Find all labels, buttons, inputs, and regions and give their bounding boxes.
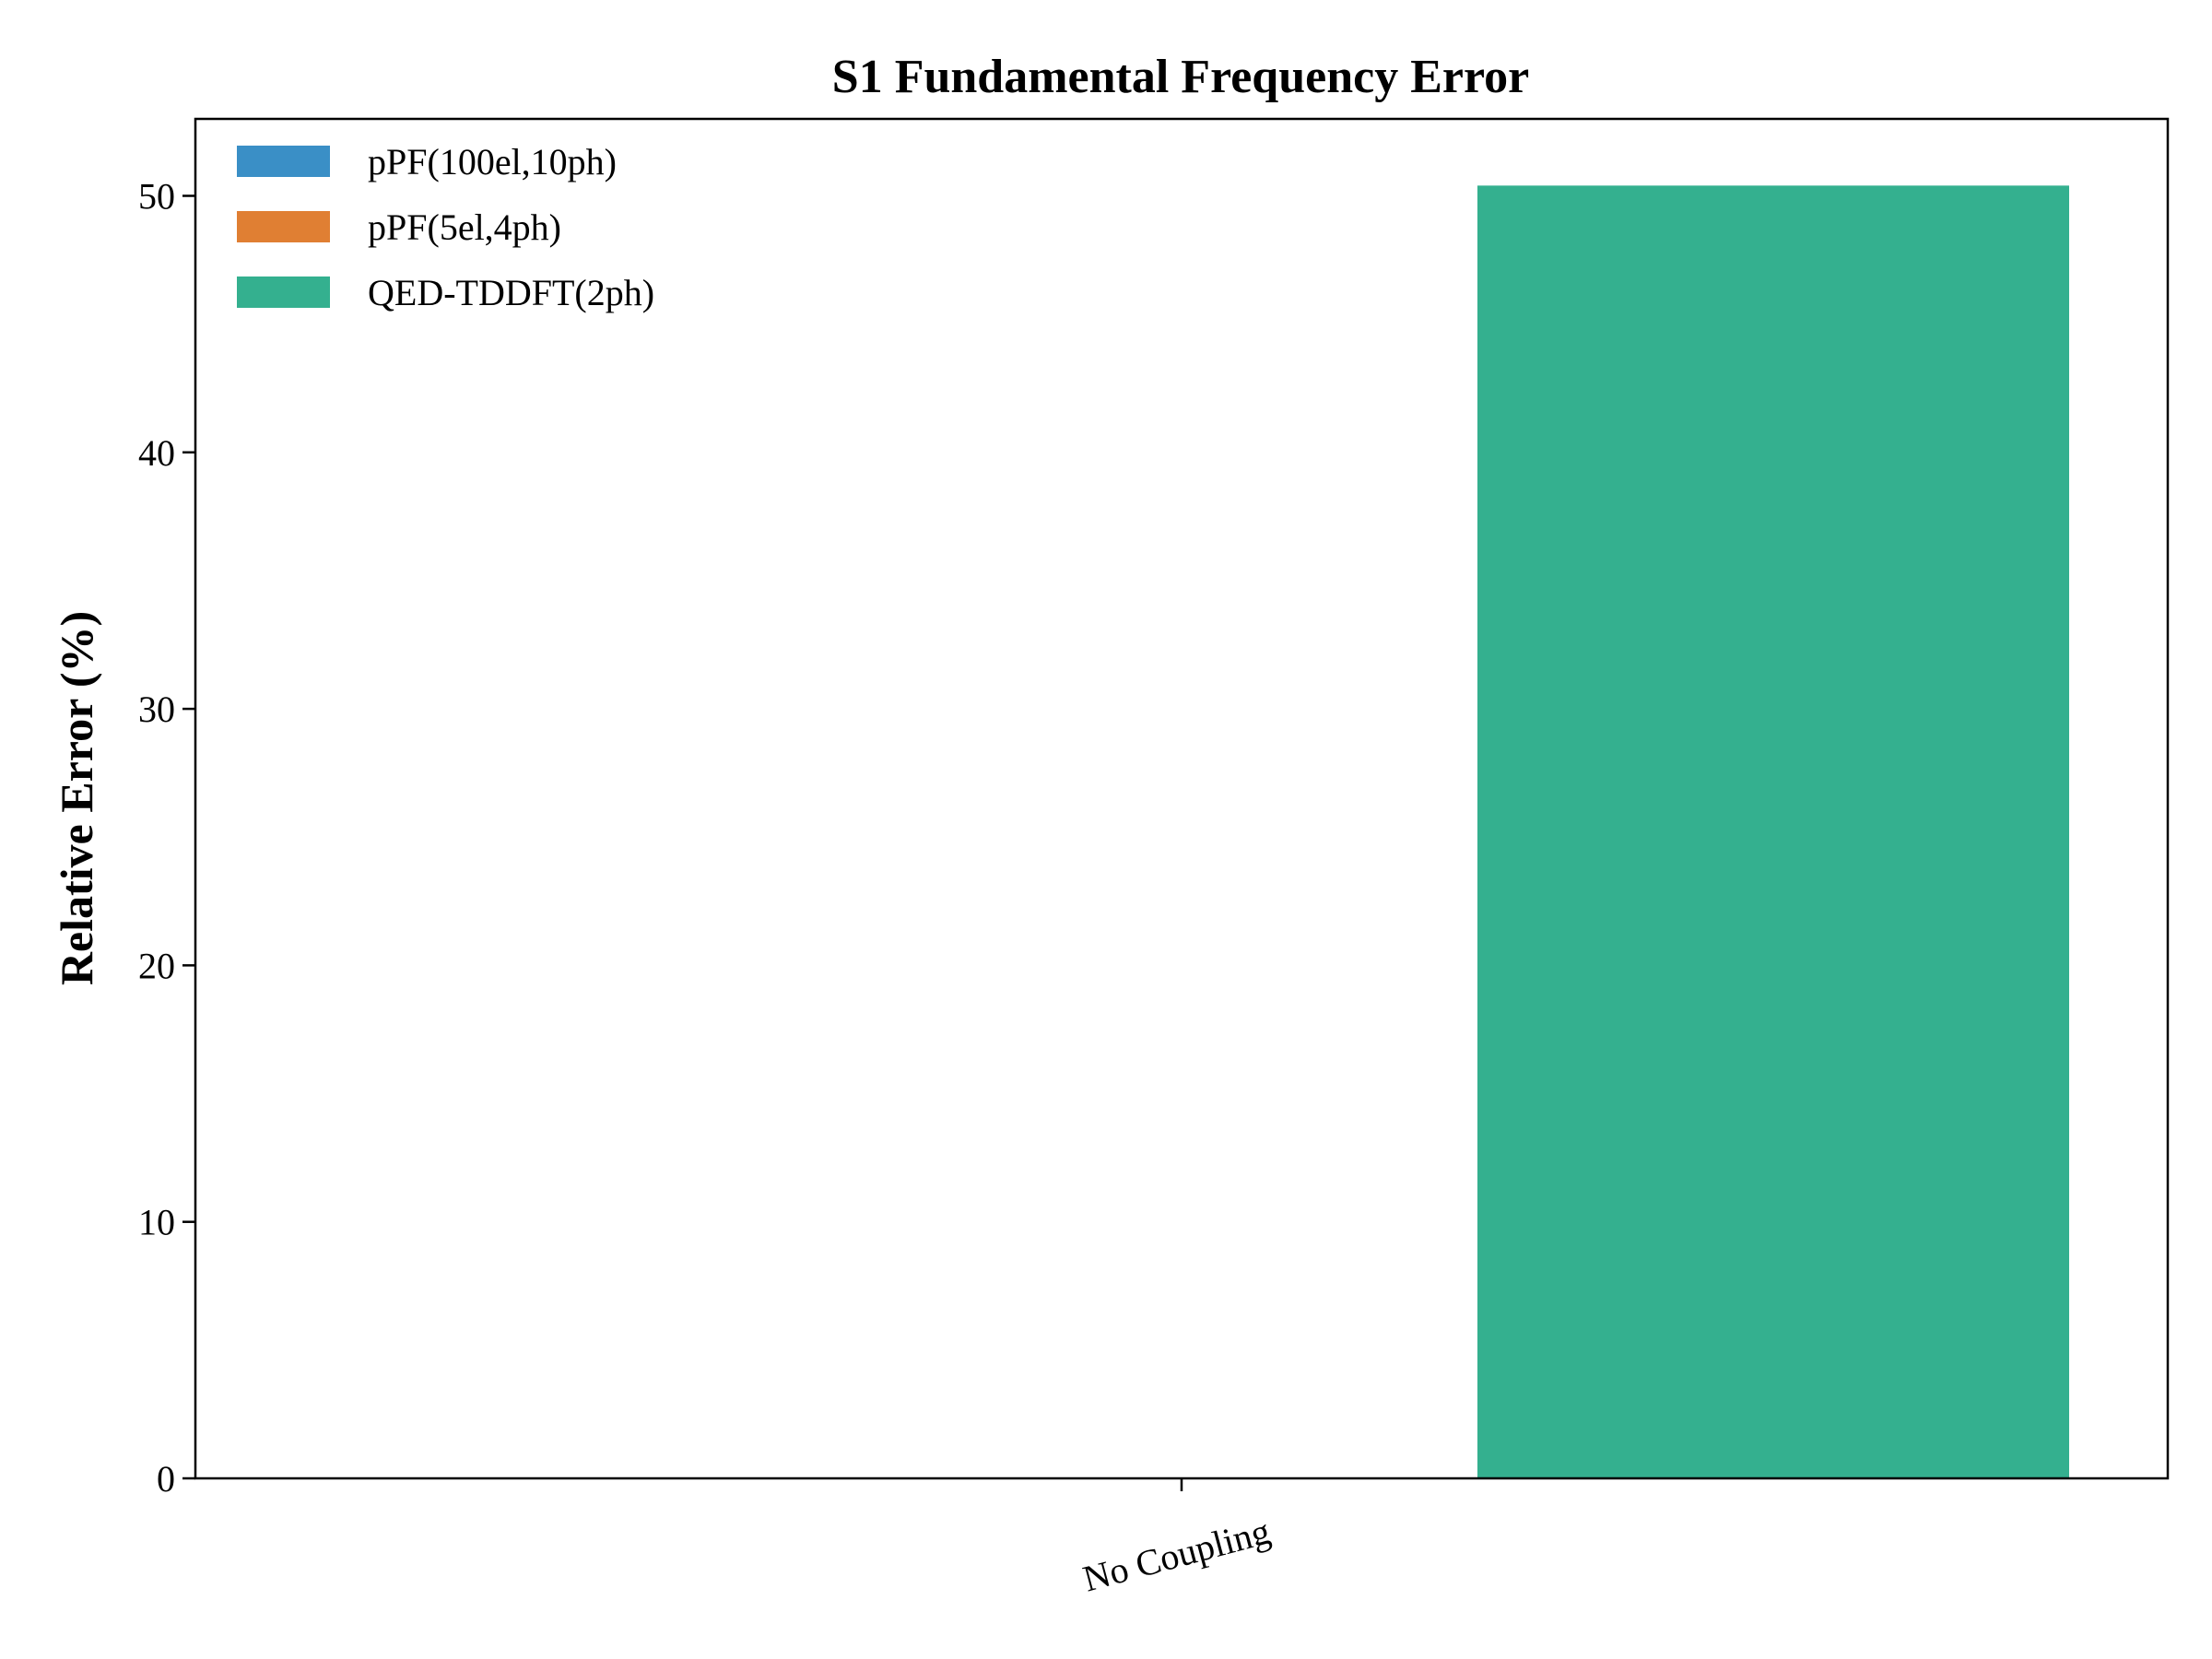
y-tick-label: 0 bbox=[157, 1458, 175, 1500]
legend-swatch-2 bbox=[237, 276, 330, 308]
legend-swatch-0 bbox=[237, 146, 330, 177]
x-axis-ticks: No Coupling bbox=[1078, 1478, 1275, 1600]
y-tick-label: 30 bbox=[138, 688, 175, 730]
legend-label-0: pPF(100el,10ph) bbox=[368, 141, 617, 182]
bar-2-0 bbox=[1477, 185, 2069, 1478]
bars-group bbox=[1477, 185, 2069, 1478]
y-tick-label: 40 bbox=[138, 432, 175, 474]
y-axis-label: Relative Error (%) bbox=[51, 611, 102, 985]
chart-title: S1 Fundamental Frequency Error bbox=[832, 51, 1529, 103]
legend-swatch-1 bbox=[237, 211, 330, 242]
legend: pPF(100el,10ph) pPF(5el,4ph) QED-TDDFT(2ph… bbox=[237, 141, 654, 313]
y-axis-ticks: 0 10 20 30 40 50 bbox=[138, 175, 195, 1500]
y-tick-label: 20 bbox=[138, 945, 175, 986]
legend-label-2: QED-TDDFT(2ph) bbox=[368, 272, 654, 313]
y-tick-label: 10 bbox=[138, 1202, 175, 1243]
x-tick-label: No Coupling bbox=[1078, 1510, 1274, 1599]
legend-label-1: pPF(5el,4ph) bbox=[368, 206, 561, 248]
y-tick-label: 50 bbox=[138, 175, 175, 217]
